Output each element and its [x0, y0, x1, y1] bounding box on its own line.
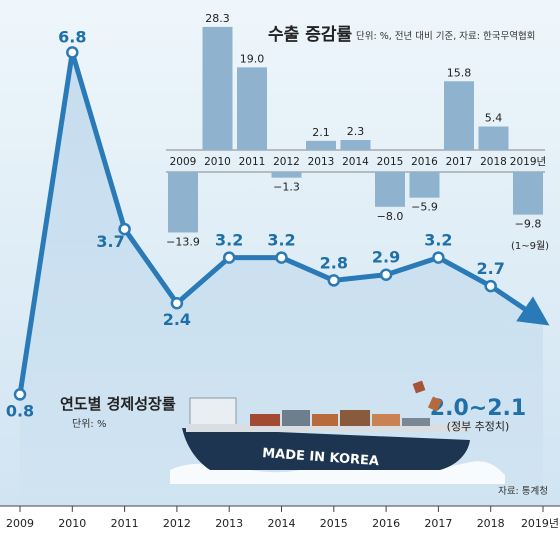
growth-value-label: 2.8 [320, 253, 348, 272]
export-bar [340, 139, 371, 150]
x-axis-tick-label: 2019년 [521, 517, 559, 530]
export-category-label: 2018 [480, 156, 507, 168]
growth-point [327, 274, 341, 287]
export-bar-value-label: −5.9 [411, 201, 438, 214]
growth-value-label: 3.2 [267, 231, 295, 250]
export-bar-value-label: 2.1 [312, 126, 330, 139]
export-bar [478, 126, 509, 150]
export-category-label: 2017 [446, 156, 473, 168]
export-bar-value-label: 5.4 [485, 112, 503, 125]
growth-point [222, 251, 236, 264]
export-category-label: 2013 [308, 156, 335, 168]
sea-wave-shape [170, 461, 505, 484]
x-axis-tick-label: 2012 [163, 517, 191, 530]
export-bar-value-label: −8.0 [377, 210, 404, 223]
export-category-label: 2011 [239, 156, 266, 168]
growth-point [275, 251, 288, 264]
export-bar [375, 172, 405, 207]
growth-value-label: 2.4 [163, 310, 191, 329]
growth-value-label: 6.8 [58, 27, 86, 46]
export-bar-value-label: 28.3 [205, 12, 230, 25]
growth-value-label: 2.7 [477, 259, 505, 278]
cargo-container-shape [250, 414, 280, 426]
ship-hull-shape [182, 428, 470, 470]
export-bar [409, 172, 440, 198]
growth-final-note: (정부 추정치) [447, 420, 510, 433]
export-bar [202, 26, 233, 150]
ship-bridge-shape [189, 397, 237, 429]
growth-line-chart: 0.8 6.8 3.7 2.4 3.2 3.2 2.8 2.9 3.2 2.7 2.0~2.1 [6, 27, 550, 421]
cargo-container-shape [372, 414, 400, 426]
export-category-label: 2014 [342, 156, 369, 168]
growth-value-label: 0.8 [6, 401, 34, 420]
x-axis-tick-label: 2015 [320, 517, 348, 530]
export-chart-last-note: (1~9월) [511, 240, 549, 252]
export-bar [271, 172, 302, 178]
x-axis-tick-label: 2010 [58, 517, 86, 530]
ship-illustration: MADE IN KOREA [170, 380, 505, 484]
cargo-container-shape [312, 414, 338, 426]
x-axis-tick-label: 2011 [111, 517, 139, 530]
export-bar-chart: 수출 증감률 단위: %, 전년 대비 기준, 자료: 한국무역협회 (1~9월… [166, 12, 549, 252]
export-category-label: 2019년 [510, 156, 546, 168]
growth-point [118, 222, 131, 236]
export-bar-value-label: −1.3 [273, 181, 300, 194]
export-bar-value-label: 15.8 [447, 66, 472, 79]
growth-series-line [17, 49, 492, 395]
export-category-label: 2016 [411, 156, 438, 168]
export-category-label: 2009 [170, 156, 197, 168]
ship-deck-shape [186, 424, 470, 432]
growth-point [66, 46, 79, 59]
growth-projection-label: 2.0~2.1 [430, 396, 526, 421]
x-axis-tick-label: 2018 [477, 517, 505, 530]
growth-point [432, 251, 445, 264]
cargo-container-shape [402, 418, 430, 426]
export-bar-value-label: 2.3 [347, 125, 365, 138]
growth-chart-unit-note: 단위: % [72, 417, 106, 430]
export-bar-value-label: −13.9 [166, 235, 200, 248]
cargo-container-shape [412, 380, 426, 394]
growth-area-fill [20, 52, 543, 507]
x-axis-tick-label: 2017 [424, 517, 452, 530]
growth-chart-title: 연도별 경제성장률 [60, 395, 176, 413]
export-bar [168, 172, 198, 233]
growth-value-label: 2.9 [372, 248, 400, 267]
export-bar [444, 81, 474, 150]
growth-point [170, 296, 184, 310]
growth-value-label: 3.2 [215, 231, 243, 250]
growth-value-label: 3.2 [424, 231, 452, 250]
export-bar [513, 172, 543, 215]
growth-projection-arrow [489, 284, 550, 326]
x-axis-tick-label: 2014 [268, 517, 296, 530]
export-bar-value-label: −9.8 [515, 218, 542, 231]
export-bar-value-label: 19.0 [240, 52, 265, 65]
export-category-label: 2012 [273, 156, 300, 168]
x-axis-tick-label: 2009 [6, 517, 34, 530]
cargo-container-shape [427, 396, 443, 412]
export-category-label: 2015 [377, 156, 404, 168]
growth-point [484, 279, 497, 293]
x-axis-strip [0, 506, 560, 539]
growth-point [13, 388, 27, 401]
export-chart-unit-note: 단위: %, 전년 대비 기준, 자료: 한국무역협회 [356, 30, 535, 42]
cargo-container-shape [340, 410, 370, 426]
cargo-container-shape [282, 410, 310, 426]
export-bar [237, 67, 267, 150]
export-category-label: 2010 [204, 156, 231, 168]
growth-source: 자료: 통계청 [498, 485, 548, 497]
export-bar [306, 140, 336, 150]
x-axis: 2009 2010 2011 2012 2013 2014 2015 2016 2017 2018… [6, 506, 559, 530]
x-axis-tick-label: 2016 [372, 517, 400, 530]
growth-value-label: 3.7 [96, 232, 124, 251]
x-axis-tick-label: 2013 [215, 517, 243, 530]
export-chart-title: 수출 증감률 [268, 25, 352, 45]
growth-point [379, 268, 393, 281]
